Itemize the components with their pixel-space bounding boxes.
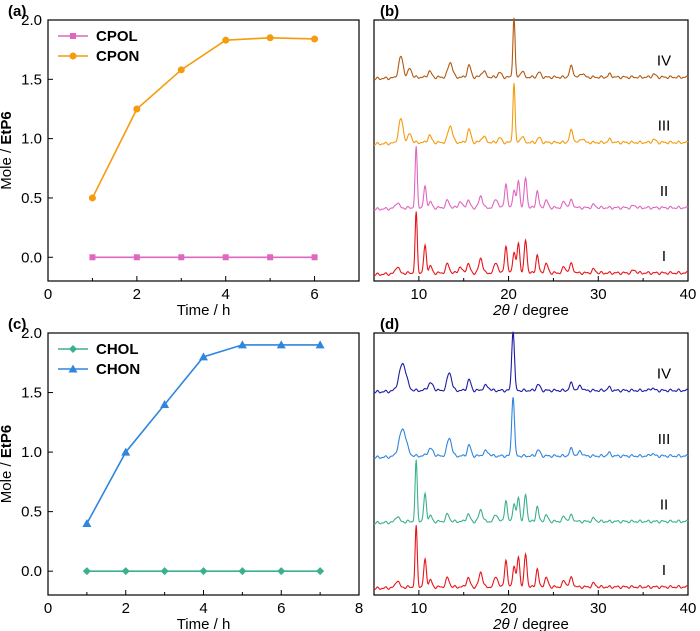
data-point-cpol <box>267 254 274 261</box>
series-line-cpon <box>91 36 315 199</box>
y-tick-label: 2.0 <box>21 325 42 342</box>
x-tick-label: 8 <box>355 600 363 617</box>
y-tick-label: 0.0 <box>21 249 42 266</box>
data-point-cpol <box>133 254 140 261</box>
data-point-cpon <box>177 66 185 74</box>
xrd-trace-i <box>373 525 689 590</box>
panel-label: (d) <box>380 316 399 333</box>
data-point-cpon <box>266 34 274 42</box>
trace-label-i: I <box>662 248 666 265</box>
x-tick-label: 4 <box>199 600 207 617</box>
panel-label: (b) <box>380 3 399 20</box>
data-point-chon <box>160 399 170 408</box>
y-axis-label: Mole / EtP6 <box>0 425 15 503</box>
data-point-cpol <box>222 254 229 261</box>
data-point-cpon <box>133 105 141 113</box>
y-tick-label: 0.5 <box>21 190 42 207</box>
legend-label-chol: CHOL <box>96 341 139 358</box>
xrd-trace-ii <box>373 459 689 525</box>
data-point-chol <box>160 567 169 576</box>
data-point-chol <box>121 567 130 576</box>
data-point-chol <box>199 567 208 576</box>
x-tick-label: 0 <box>44 600 52 617</box>
x-tick-label: 30 <box>590 600 607 617</box>
y-tick-label: 1.0 <box>21 131 42 148</box>
panel-label: (c) <box>8 316 26 333</box>
y-tick-label: 2.0 <box>21 12 42 29</box>
y-tick-label: 0.5 <box>21 504 42 521</box>
x-axis-label: Time / h <box>177 302 231 319</box>
data-point-cpol <box>89 254 96 261</box>
trace-label-iii: III <box>658 431 671 448</box>
legend-marker-chon <box>68 364 78 373</box>
data-point-chol <box>277 567 286 576</box>
trace-label-iii: III <box>658 118 671 135</box>
data-point-cpon <box>88 194 96 202</box>
xrd-trace-iv <box>373 17 689 81</box>
y-tick-label: 1.5 <box>21 385 42 402</box>
x-axis-label: 2θ / degree <box>492 616 569 631</box>
data-point-chol <box>238 567 247 576</box>
plot-frame <box>47 19 360 282</box>
x-tick-label: 20 <box>500 286 517 303</box>
x-tick-label: 2 <box>133 286 141 303</box>
xrd-trace-ii <box>373 146 689 211</box>
data-point-chon <box>237 340 247 349</box>
xrd-trace-iii <box>373 397 689 459</box>
x-tick-label: 6 <box>310 286 318 303</box>
trace-label-i: I <box>662 562 666 579</box>
y-tick-label: 1.0 <box>21 444 42 461</box>
legend-label-chon: CHON <box>96 361 140 378</box>
legend-label-cpon: CPON <box>96 48 139 65</box>
y-axis-label: Mole / EtP6 <box>0 111 15 189</box>
legend-marker-cpon <box>69 52 77 60</box>
data-point-chon <box>199 352 208 361</box>
y-tick-label: 0.0 <box>21 563 42 580</box>
x-axis-label: 2θ / degree <box>492 302 569 319</box>
trace-label-iv: IV <box>657 52 671 69</box>
legend: CHOL CHON <box>58 341 140 378</box>
panel-a: 0 2 4 6 0.0 0.5 1.0 1.5 2.0 Time / h Mole / EtP6 (a… <box>0 3 360 319</box>
trace-label-ii: II <box>660 497 668 514</box>
x-tick-label: 0 <box>44 286 52 303</box>
data-point-chon <box>82 519 92 528</box>
trace-label-ii: II <box>660 183 668 200</box>
xrd-trace-iii <box>373 82 689 146</box>
x-tick-label: 20 <box>500 600 517 617</box>
trace-label-iv: IV <box>657 366 671 383</box>
x-tick-label: 40 <box>680 286 697 303</box>
legend-marker-chol <box>69 345 77 353</box>
x-axis-label: Time / h <box>177 616 231 631</box>
data-point-chol <box>316 567 325 576</box>
data-point-chol <box>82 567 91 576</box>
xrd-trace-iv <box>373 331 689 394</box>
plot-frame <box>373 332 689 596</box>
panel-c: 0 2 4 6 8 0.0 0.5 1.0 1.5 2.0 Time / h Mole / EtP6 (… <box>0 316 363 631</box>
x-tick-label: 4 <box>222 286 230 303</box>
x-tick-label: 10 <box>411 600 428 617</box>
plot-frame <box>47 332 360 596</box>
legend-marker-cpol <box>70 33 76 39</box>
plot-frame <box>373 19 689 282</box>
data-point-chon <box>121 447 131 456</box>
legend-label-cpol: CPOL <box>96 28 138 45</box>
xrd-trace-i <box>373 211 689 276</box>
data-point-cpol <box>311 254 318 261</box>
panel-label: (a) <box>8 3 26 20</box>
data-point-cpon <box>222 36 230 44</box>
legend: CPOL CPON <box>58 28 139 65</box>
data-point-cpon <box>311 35 319 43</box>
x-tick-label: 6 <box>277 600 285 617</box>
x-tick-label: 40 <box>680 600 697 617</box>
x-tick-label: 30 <box>590 286 607 303</box>
x-tick-label: 2 <box>122 600 130 617</box>
x-tick-label: 10 <box>411 286 428 303</box>
data-point-chon <box>276 340 286 349</box>
data-point-chon <box>315 340 325 349</box>
data-point-cpol <box>178 254 185 261</box>
y-tick-label: 1.5 <box>21 71 42 88</box>
